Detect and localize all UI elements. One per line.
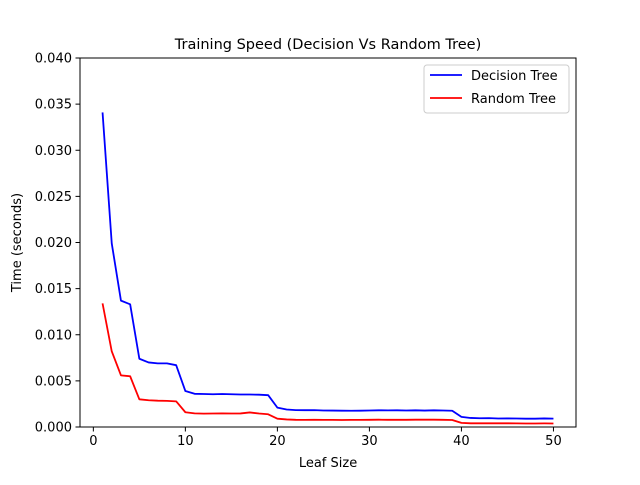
y-tick-label: 0.005 (35, 374, 72, 389)
x-tick-label: 10 (177, 434, 194, 449)
y-axis-label: Time (seconds) (10, 193, 25, 293)
y-tick-label: 0.025 (35, 190, 72, 205)
series-line-random-tree (101, 303, 554, 425)
y-tick-label: 0.040 (35, 52, 72, 67)
y-tick-label: 0.010 (35, 328, 72, 343)
legend-box (423, 64, 570, 114)
y-tick-label: 0.030 (35, 144, 72, 159)
x-tick-label: 40 (453, 434, 470, 449)
x-axis-label: Leaf Size (299, 456, 357, 471)
legend-label-random-tree: Random Tree (471, 92, 556, 107)
y-tick-label: 0.020 (35, 236, 72, 251)
legend-label-decision-tree: Decision Tree (471, 69, 558, 84)
x-tick-label: 50 (545, 434, 562, 449)
y-tick-label: 0.000 (35, 421, 72, 436)
series-line-decision-tree (101, 112, 554, 420)
legend: Decision Tree Random Tree (423, 64, 570, 114)
y-tick-label: 0.015 (35, 282, 72, 297)
y-tick-label: 0.035 (35, 98, 72, 113)
x-tick-label: 30 (361, 434, 378, 449)
chart-title: Training Speed (Decision Vs Random Tree) (174, 37, 481, 53)
y-axis-ticks: 0.000 0.005 0.010 0.015 0.020 0.025 0.030 0.035… (35, 52, 80, 436)
x-tick-label: 0 (89, 434, 97, 449)
plot-frame (79, 57, 577, 428)
x-axis-ticks: 0 10 20 30 40 50 (89, 427, 562, 449)
x-tick-label: 20 (269, 434, 286, 449)
series-layer (101, 112, 554, 425)
